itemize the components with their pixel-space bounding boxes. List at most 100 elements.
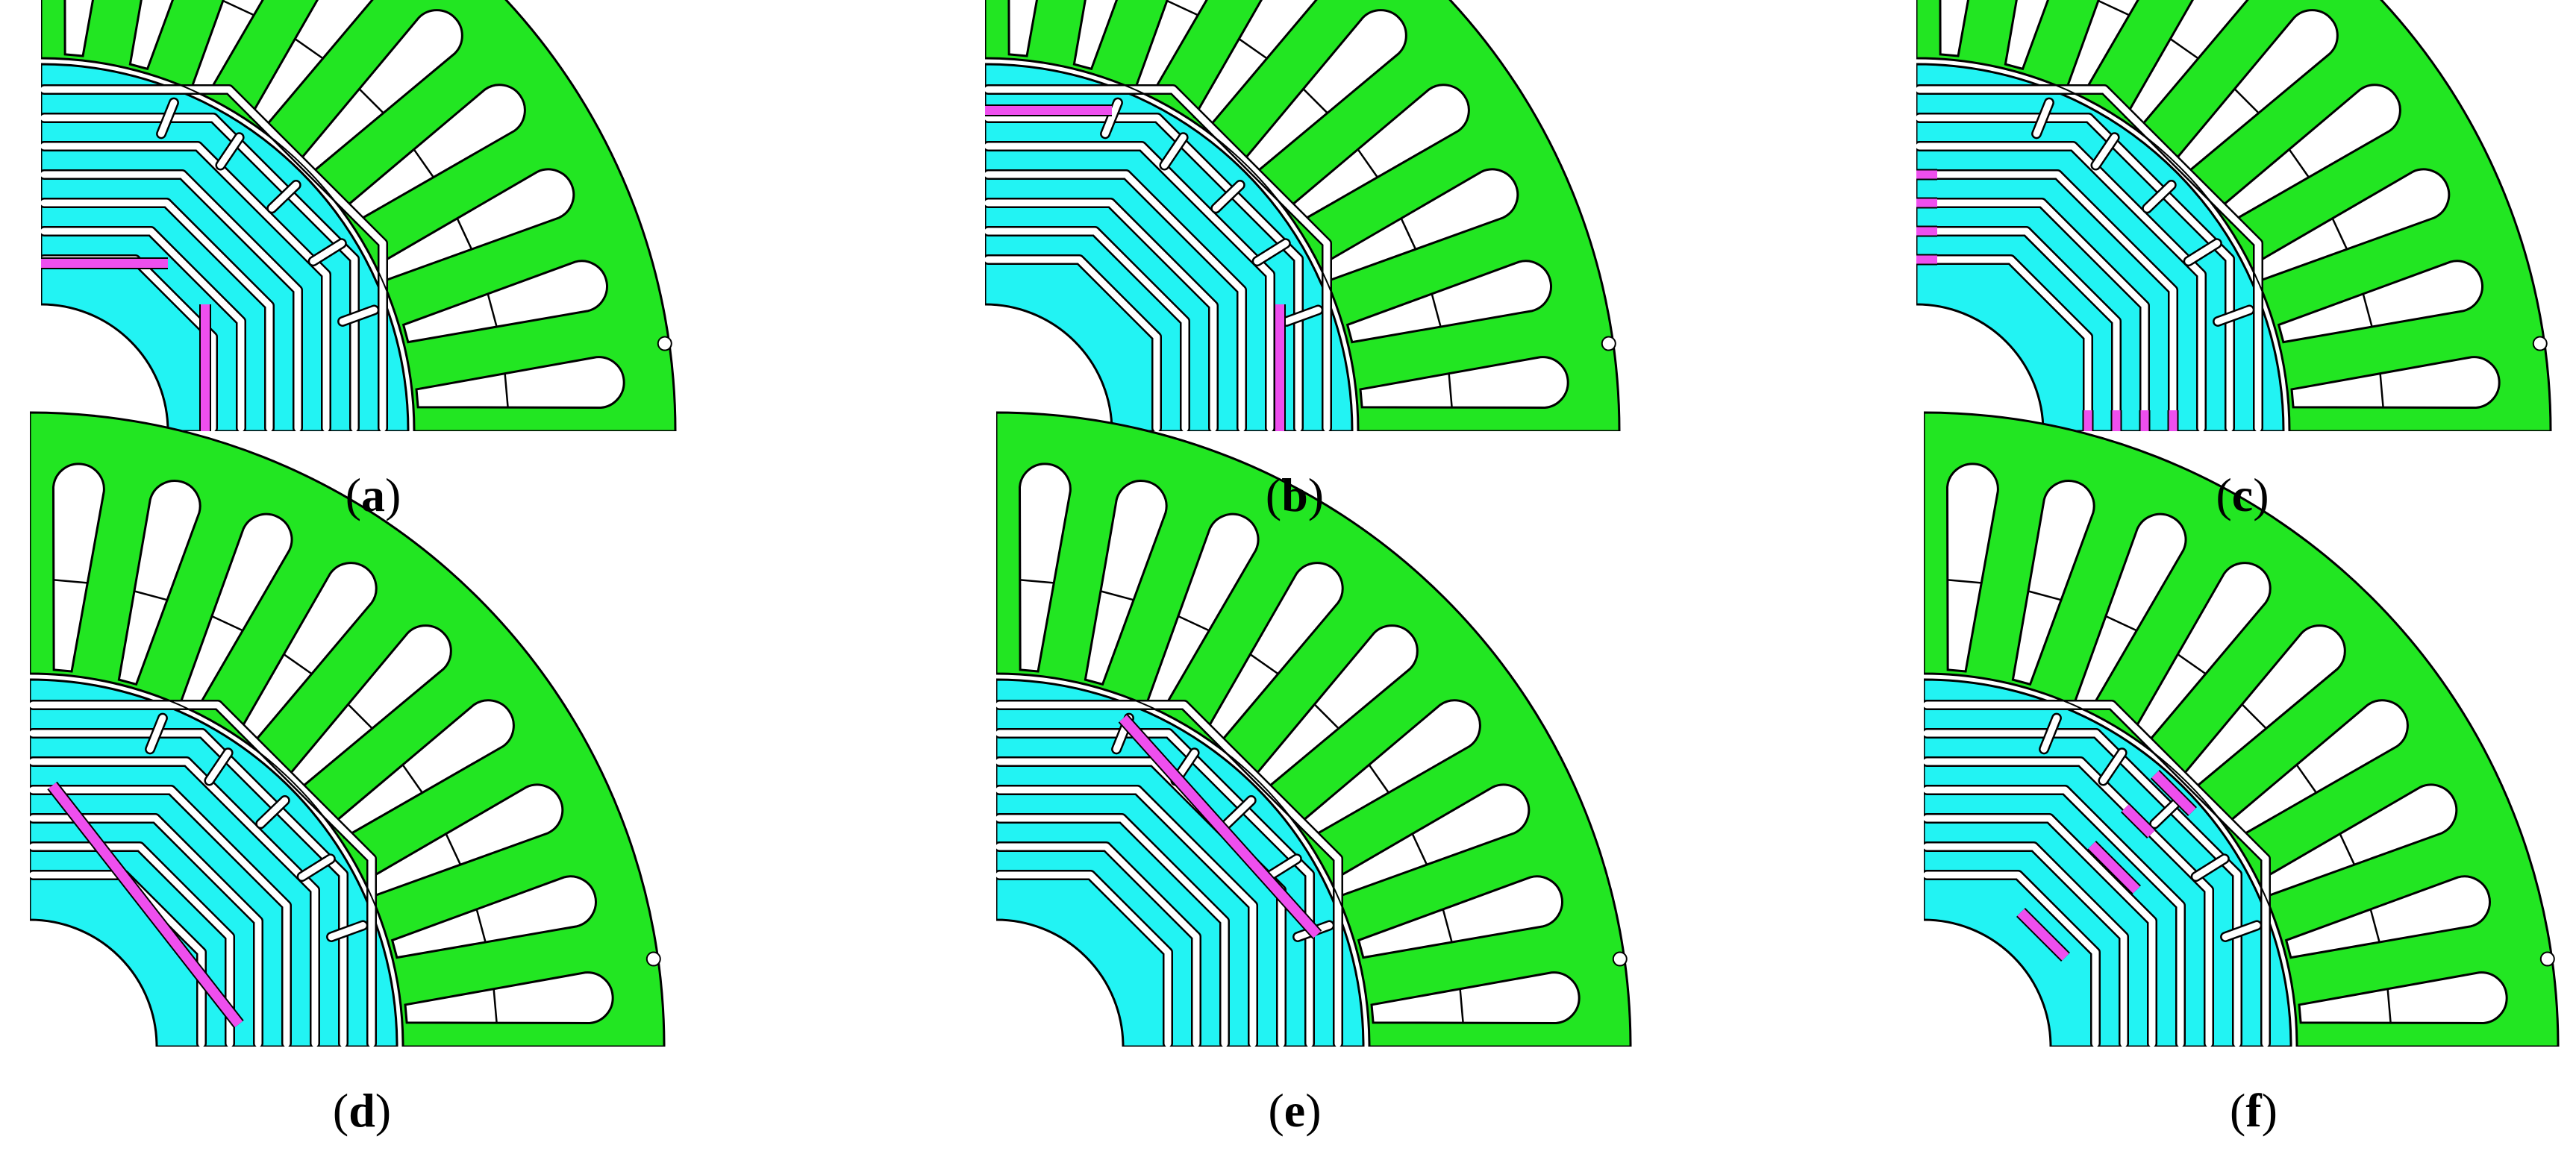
slot-outline bbox=[2011, 480, 2095, 686]
rotor-slit bbox=[985, 86, 1331, 431]
slot-outline bbox=[248, 0, 389, 129]
slot-outline bbox=[366, 783, 564, 897]
slot-divider bbox=[1019, 579, 1055, 584]
magnet-barriers bbox=[2016, 769, 2198, 962]
slot-outline bbox=[1333, 783, 1531, 897]
stator-slot bbox=[1018, 463, 1072, 673]
rotor-slit bbox=[1916, 86, 2262, 431]
barrier bbox=[2151, 771, 2196, 815]
magnet-barriers bbox=[47, 781, 244, 1029]
slot-outline bbox=[2066, 0, 2180, 95]
rotor-slit bbox=[1916, 228, 2120, 431]
rotor-edge-slit bbox=[1212, 181, 1244, 212]
stator-slot bbox=[2226, 699, 2409, 839]
slot-outline bbox=[2298, 971, 2508, 1025]
stator-slot bbox=[1322, 168, 1519, 281]
rotor-slit bbox=[1916, 256, 2092, 431]
slot-outline bbox=[343, 84, 526, 224]
stator-slot bbox=[2124, 0, 2264, 129]
rotor-edge-slit bbox=[310, 239, 346, 265]
stator-slot bbox=[2066, 0, 2180, 95]
rotor-slit bbox=[996, 871, 1172, 1047]
slot-outline bbox=[1018, 463, 1072, 673]
panel-c bbox=[1916, 0, 2552, 431]
stator-slot bbox=[1007, 0, 1060, 57]
slot-outline bbox=[300, 9, 463, 172]
panel-b bbox=[985, 0, 1621, 431]
slot-outline bbox=[1357, 875, 1563, 959]
slot-outline bbox=[2183, 624, 2346, 788]
slot-outline bbox=[2004, 0, 2088, 71]
slot-outline bbox=[117, 480, 201, 686]
slot-divider bbox=[412, 148, 435, 179]
panel-d bbox=[30, 411, 666, 1047]
slot-divider bbox=[1448, 372, 1453, 409]
slot-divider bbox=[222, 0, 255, 16]
slot-divider bbox=[1356, 148, 1379, 179]
rotor-edge-slit bbox=[2099, 749, 2126, 785]
stator-slot bbox=[180, 512, 293, 710]
rotor-slit bbox=[985, 256, 1160, 431]
airgap-outline bbox=[1916, 57, 2290, 431]
rotor-slit bbox=[41, 114, 358, 431]
rotor-slit bbox=[41, 228, 245, 431]
slot-outline bbox=[2284, 875, 2491, 959]
stator-slot bbox=[1357, 875, 1563, 959]
barrier bbox=[48, 782, 243, 1028]
stator-slot bbox=[1135, 0, 1248, 95]
stator-slot bbox=[366, 783, 564, 897]
slot-outline bbox=[390, 875, 597, 959]
slot-divider bbox=[1099, 589, 1135, 601]
rotor-slit bbox=[1924, 815, 2156, 1047]
rotor-edge-slit bbox=[339, 307, 378, 325]
stator-slot bbox=[1345, 260, 1552, 344]
rotor-slit bbox=[985, 228, 1189, 431]
slot-divider bbox=[2104, 615, 2138, 632]
slot-outline bbox=[401, 260, 608, 344]
rotor-slit bbox=[30, 815, 262, 1047]
stator-slot bbox=[2277, 260, 2483, 344]
stator-slot bbox=[1084, 480, 1168, 686]
slot-divider bbox=[1367, 763, 1390, 794]
stator-slot bbox=[343, 84, 526, 224]
slot-divider bbox=[2379, 372, 2384, 409]
rotor-slit bbox=[1924, 786, 2184, 1047]
stator-slot bbox=[191, 0, 304, 95]
slot-divider bbox=[2362, 292, 2374, 328]
slot-outline bbox=[2277, 260, 2483, 344]
rotor-slit bbox=[985, 171, 1245, 431]
rotor-edge-slit bbox=[1101, 99, 1122, 137]
slot-divider bbox=[2295, 763, 2318, 794]
slot-outline bbox=[1192, 0, 1333, 129]
slot-divider bbox=[1301, 87, 1329, 115]
rotor-slit bbox=[1916, 114, 2233, 431]
caption-f: (f) bbox=[2230, 1084, 2278, 1137]
stator-slot bbox=[415, 356, 625, 410]
stator-notch bbox=[2539, 951, 2555, 967]
stator-slot bbox=[248, 0, 389, 129]
caption-b: (b) bbox=[1266, 468, 1324, 521]
rotor-slit bbox=[30, 701, 375, 1047]
rotor-slit bbox=[41, 199, 273, 431]
panel-f bbox=[1924, 411, 2560, 1047]
stator-slot bbox=[332, 699, 515, 839]
stator-slot bbox=[1204, 562, 1344, 744]
slot-outline bbox=[2219, 84, 2401, 224]
slot-outline bbox=[180, 512, 293, 710]
stator-slot bbox=[63, 0, 116, 57]
stator-slot bbox=[1146, 512, 1260, 710]
slot-divider bbox=[2027, 589, 2063, 601]
slot-divider bbox=[2331, 217, 2348, 251]
rotor-slits bbox=[985, 84, 1332, 431]
slot-divider bbox=[2097, 0, 2130, 16]
slot-divider bbox=[401, 763, 424, 794]
stator-slot bbox=[1333, 783, 1531, 897]
rotor-edge-slit bbox=[2143, 181, 2175, 212]
slot-divider bbox=[346, 703, 374, 730]
slot-outline bbox=[1135, 0, 1248, 95]
slot-outline bbox=[1945, 463, 1999, 673]
rotor-slit bbox=[996, 815, 1228, 1047]
stator-slot bbox=[1255, 624, 1419, 788]
stator-slot bbox=[51, 463, 105, 673]
airgap-outline bbox=[985, 57, 1359, 431]
